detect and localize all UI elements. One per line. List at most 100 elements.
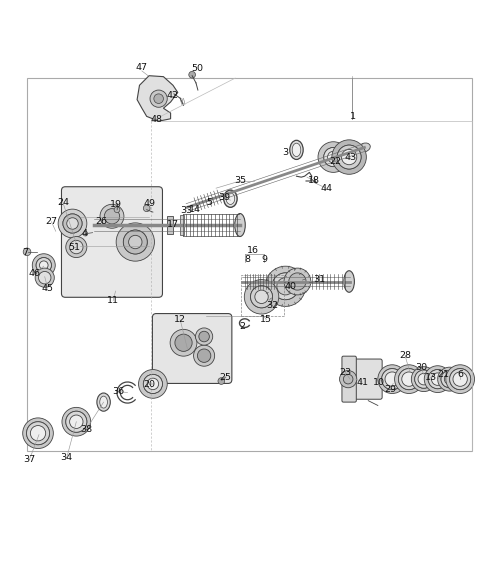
Circle shape	[450, 369, 471, 390]
Circle shape	[318, 142, 348, 172]
Circle shape	[337, 145, 361, 169]
Bar	[241, 275, 284, 316]
Text: 35: 35	[234, 176, 246, 185]
Circle shape	[277, 278, 294, 295]
Text: 19: 19	[109, 200, 121, 209]
PathPatch shape	[137, 75, 178, 121]
Circle shape	[114, 207, 120, 213]
Text: 38: 38	[80, 426, 92, 435]
Text: 7: 7	[23, 248, 29, 257]
Text: 32: 32	[266, 301, 278, 310]
Circle shape	[193, 345, 215, 366]
Circle shape	[66, 411, 87, 432]
Circle shape	[35, 268, 54, 287]
Text: 12: 12	[174, 315, 186, 324]
Text: 43: 43	[344, 153, 356, 162]
Text: 24: 24	[57, 198, 69, 207]
Circle shape	[139, 369, 167, 398]
Circle shape	[175, 334, 192, 351]
Circle shape	[441, 370, 458, 388]
Text: 16: 16	[247, 246, 259, 255]
Circle shape	[341, 149, 357, 165]
Text: 1: 1	[349, 112, 356, 121]
Circle shape	[453, 372, 468, 386]
Text: 25: 25	[220, 373, 232, 382]
Text: 22: 22	[330, 157, 342, 166]
Text: 41: 41	[356, 378, 368, 387]
Circle shape	[255, 290, 268, 303]
Text: 13: 13	[425, 373, 437, 382]
Text: 4: 4	[82, 229, 87, 238]
Text: 21: 21	[437, 370, 449, 379]
Circle shape	[63, 214, 82, 233]
Circle shape	[144, 374, 162, 394]
Ellipse shape	[344, 271, 354, 292]
Circle shape	[411, 367, 436, 392]
Circle shape	[144, 205, 150, 212]
Text: 6: 6	[457, 370, 463, 379]
Text: 20: 20	[143, 380, 155, 389]
Ellipse shape	[100, 396, 108, 408]
Circle shape	[378, 365, 407, 394]
Text: 26: 26	[95, 217, 107, 226]
Bar	[27, 78, 472, 452]
Circle shape	[104, 209, 120, 224]
Text: 3: 3	[282, 148, 288, 157]
Circle shape	[195, 328, 213, 345]
Circle shape	[62, 408, 91, 436]
Text: 28: 28	[399, 351, 411, 360]
Circle shape	[58, 209, 87, 238]
Circle shape	[444, 374, 455, 385]
Circle shape	[197, 349, 211, 363]
Circle shape	[424, 366, 451, 392]
Circle shape	[154, 94, 163, 104]
Circle shape	[415, 370, 433, 388]
Circle shape	[83, 231, 88, 236]
Circle shape	[432, 373, 444, 385]
Text: 39: 39	[218, 193, 230, 202]
Circle shape	[289, 273, 306, 290]
Text: 2: 2	[240, 323, 245, 332]
Ellipse shape	[226, 193, 235, 204]
Circle shape	[36, 257, 51, 273]
Circle shape	[67, 218, 78, 229]
Ellipse shape	[235, 213, 245, 236]
Ellipse shape	[359, 143, 370, 152]
Text: 40: 40	[285, 282, 297, 291]
Circle shape	[66, 411, 87, 432]
Text: 11: 11	[107, 296, 119, 305]
Text: 49: 49	[143, 199, 155, 208]
Circle shape	[265, 266, 306, 306]
Circle shape	[332, 140, 366, 175]
Text: 50: 50	[191, 64, 203, 73]
Text: 14: 14	[189, 205, 201, 214]
Circle shape	[327, 151, 339, 163]
Circle shape	[30, 426, 46, 441]
Circle shape	[402, 372, 416, 386]
Circle shape	[385, 372, 399, 386]
Circle shape	[26, 422, 49, 445]
Bar	[180, 216, 184, 235]
Circle shape	[418, 373, 430, 385]
Circle shape	[70, 415, 83, 428]
Bar	[167, 216, 173, 234]
Ellipse shape	[292, 143, 301, 157]
Text: 37: 37	[24, 455, 36, 464]
Circle shape	[398, 369, 420, 390]
Circle shape	[272, 273, 299, 300]
Circle shape	[38, 271, 51, 284]
Text: 46: 46	[28, 269, 40, 278]
Circle shape	[324, 148, 343, 167]
Circle shape	[144, 374, 162, 394]
Text: 17: 17	[167, 220, 179, 229]
Circle shape	[123, 230, 147, 254]
Text: 33: 33	[180, 206, 192, 215]
Circle shape	[70, 240, 83, 254]
Circle shape	[39, 261, 48, 270]
Text: 10: 10	[373, 378, 385, 387]
Circle shape	[150, 90, 167, 108]
Circle shape	[147, 378, 158, 390]
Text: 47: 47	[136, 63, 148, 72]
Circle shape	[343, 374, 353, 384]
Text: 45: 45	[42, 284, 54, 293]
